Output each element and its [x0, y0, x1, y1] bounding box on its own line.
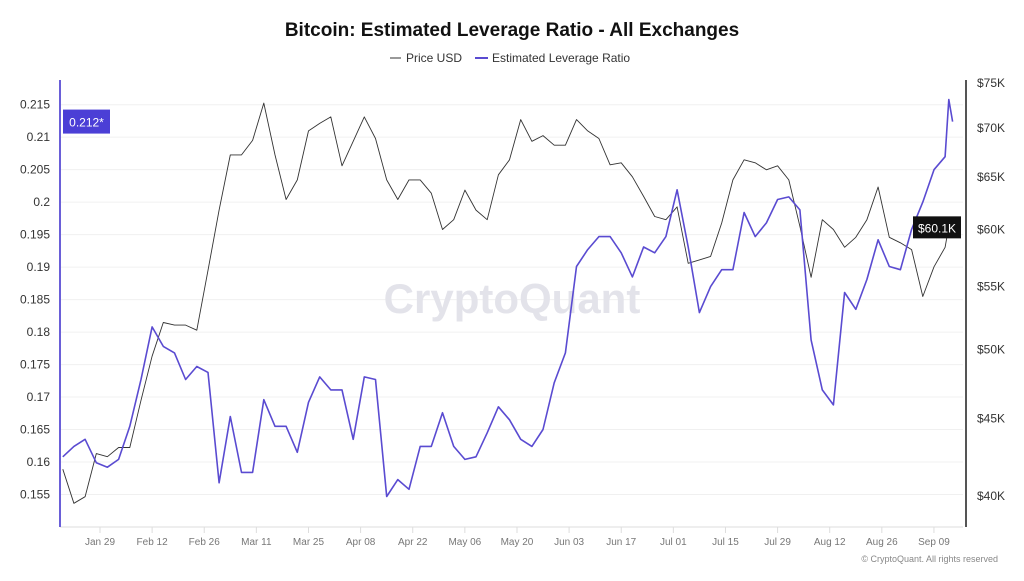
x-tick-label: Aug 26 [866, 537, 898, 548]
price-current-label: $60.1K [918, 221, 956, 235]
left-tick-label: 0.155 [20, 488, 50, 502]
left-axis: 0.155 0.16 0.165 0.17 0.175 0.18 0.185 0.19 0.19… [20, 80, 61, 527]
watermark: CryptoQuant [384, 275, 641, 322]
x-tick-label: Jun 03 [554, 537, 584, 548]
copyright: © CryptoQuant. All rights reserved [861, 554, 998, 564]
right-tick-label: $60K [977, 222, 1005, 236]
x-tick-label: Jul 01 [660, 537, 687, 548]
x-tick-label: Sep 09 [918, 537, 950, 548]
x-tick-label: Jun 17 [606, 537, 636, 548]
leverage-ratio-line [62, 98, 954, 498]
x-tick-label: Mar 11 [241, 537, 272, 548]
left-tick-label: 0.16 [27, 455, 51, 469]
right-tick-label: $70K [977, 121, 1005, 135]
price-current-badge [913, 216, 961, 239]
left-tick-label: 0.185 [20, 293, 50, 307]
left-tick-label: 0.19 [27, 260, 51, 274]
x-tick-label: Apr 22 [398, 537, 428, 548]
price-usd-line [62, 102, 953, 504]
x-tick-label: Apr 08 [346, 537, 376, 548]
left-tick-label: 0.205 [20, 163, 50, 177]
legend-price-label[interactable]: Price USD [406, 51, 462, 65]
legend: Price USD Estimated Leverage Ratio [390, 51, 630, 65]
right-tick-label: $50K [977, 342, 1005, 356]
left-tick-label: 0.2 [33, 195, 50, 209]
left-tick-label: 0.17 [27, 390, 51, 404]
x-tick-label: Feb 12 [137, 537, 169, 548]
x-tick-label: Jan 29 [85, 537, 115, 548]
chart-title: Bitcoin: Estimated Leverage Ratio - All … [285, 20, 739, 41]
x-tick-label: May 20 [501, 537, 534, 548]
x-tick-label: Jul 15 [712, 537, 739, 548]
right-tick-label: $45K [977, 412, 1005, 426]
x-tick-label: Feb 26 [189, 537, 221, 548]
right-tick-label: $65K [977, 170, 1005, 184]
left-tick-label: 0.165 [20, 423, 50, 437]
right-axis: $40K $45K $50K $55K $60K $65K $70K $75K [965, 76, 1005, 527]
series-group [62, 98, 954, 504]
right-tick-label: $75K [977, 76, 1005, 90]
leverage-current-label: 0.212* [69, 116, 104, 130]
right-tick-label: $55K [977, 280, 1005, 294]
x-tick-label: Jul 29 [764, 537, 791, 548]
left-tick-label: 0.18 [27, 325, 51, 339]
x-axis: Jan 29 Feb 12 Feb 26 Mar 11 Mar 25 Apr 08 Apr … [60, 526, 963, 548]
left-tick-label: 0.175 [20, 358, 50, 372]
x-tick-label: May 06 [448, 537, 481, 548]
left-tick-label: 0.195 [20, 228, 50, 242]
x-tick-label: Mar 25 [293, 537, 325, 548]
left-tick-label: 0.215 [20, 98, 50, 112]
current-value-labels: 0.212* $60.1K [63, 109, 961, 239]
leverage-current-badge [63, 109, 110, 134]
legend-leverage-label[interactable]: Estimated Leverage Ratio [492, 51, 630, 65]
right-tick-label: $40K [977, 489, 1005, 503]
x-tick-label: Aug 12 [814, 537, 846, 548]
left-tick-label: 0.21 [27, 130, 51, 144]
